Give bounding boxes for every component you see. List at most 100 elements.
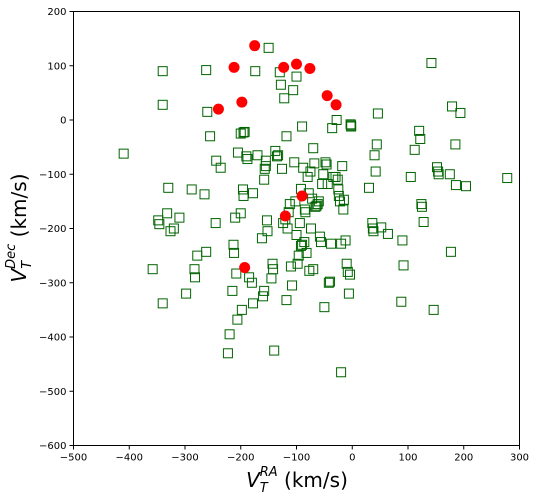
- square-marker: [316, 237, 327, 248]
- square-marker: [460, 181, 471, 192]
- y-axis-title-sup: Dec: [4, 244, 19, 269]
- square-marker: [237, 184, 248, 195]
- square-marker: [252, 150, 263, 161]
- square-marker: [168, 223, 179, 234]
- square-marker: [275, 79, 286, 90]
- square-marker: [190, 272, 201, 283]
- square-marker: [305, 166, 316, 177]
- square-marker: [189, 264, 200, 275]
- square-marker: [308, 264, 319, 275]
- square-marker: [235, 208, 246, 219]
- square-marker: [241, 151, 252, 162]
- y-tick-label: −500: [39, 387, 66, 398]
- square-marker: [267, 258, 278, 269]
- square-marker: [309, 158, 320, 169]
- circle-marker: [304, 62, 316, 74]
- square-marker: [288, 85, 299, 96]
- square-marker: [304, 265, 315, 276]
- square-marker: [338, 194, 349, 205]
- y-tick-label: −400: [39, 333, 66, 344]
- square-marker: [228, 239, 239, 250]
- square-marker: [299, 237, 310, 248]
- square-marker: [397, 235, 408, 246]
- square-marker: [202, 106, 213, 117]
- x-tick-label: 0: [349, 453, 355, 464]
- square-marker: [345, 269, 356, 280]
- square-marker: [165, 226, 176, 237]
- square-marker: [227, 285, 238, 296]
- square-marker: [416, 201, 427, 212]
- square-marker: [444, 169, 455, 180]
- square-marker: [330, 171, 341, 182]
- square-marker: [281, 131, 292, 142]
- x-axis: −500 −400 −300 −200 −100 0 100 200 300: [60, 445, 529, 464]
- square-marker: [248, 298, 259, 309]
- square-marker: [231, 268, 242, 279]
- square-marker: [332, 174, 343, 185]
- square-marker: [293, 250, 304, 261]
- circle-marker: [321, 90, 333, 102]
- y-axis-title-unit: (km/s): [7, 174, 31, 244]
- x-tick-label: 300: [510, 453, 529, 464]
- square-marker: [250, 66, 261, 77]
- square-marker: [433, 169, 444, 180]
- square-marker: [157, 298, 168, 309]
- square-marker: [450, 180, 461, 191]
- square-marker: [428, 304, 439, 315]
- x-axis-title-sub: T: [260, 481, 269, 496]
- y-tick-label: −200: [39, 224, 66, 235]
- square-marker: [235, 128, 246, 139]
- circle-marker: [291, 58, 302, 70]
- square-marker: [259, 163, 270, 174]
- square-marker: [314, 231, 325, 242]
- square-marker: [201, 246, 212, 257]
- square-marker: [295, 240, 306, 251]
- circle-marker: [239, 262, 251, 274]
- x-tick-label: 100: [398, 453, 417, 464]
- square-marker: [232, 314, 243, 325]
- x-tick-label: −400: [116, 453, 143, 464]
- square-marker: [300, 207, 311, 218]
- square-marker: [260, 161, 271, 172]
- square-marker: [157, 66, 168, 77]
- circle-marker: [236, 96, 248, 108]
- square-marker: [292, 258, 303, 269]
- square-marker: [287, 280, 298, 291]
- y-tick-label: 100: [47, 61, 66, 72]
- square-marker: [398, 260, 409, 271]
- square-marker: [334, 196, 345, 207]
- square-marker: [118, 148, 129, 159]
- y-axis-title: VTDec (km/s): [4, 174, 35, 283]
- square-marker: [346, 121, 357, 132]
- square-marker: [238, 127, 249, 138]
- square-marker: [331, 115, 342, 125]
- square-marker: [215, 162, 226, 173]
- square-marker: [268, 264, 279, 275]
- square-marker: [326, 238, 337, 249]
- square-marker: [239, 126, 250, 137]
- x-axis-title-unit: (km/s): [278, 468, 348, 492]
- square-marker: [162, 208, 173, 219]
- square-marker: [271, 151, 282, 162]
- square-marker: [279, 93, 290, 104]
- x-tick-label: −100: [283, 453, 310, 464]
- square-marker: [324, 276, 335, 287]
- square-marker: [418, 216, 429, 227]
- square-marker: [282, 223, 293, 234]
- square-marker: [201, 65, 212, 76]
- square-marker: [415, 133, 426, 144]
- y-tick-label: −600: [39, 441, 66, 452]
- square-marker: [232, 147, 243, 158]
- x-tick-label: 200: [454, 453, 473, 464]
- x-tick-label: −200: [227, 453, 254, 464]
- square-marker: [321, 159, 332, 170]
- circle-marker: [212, 103, 224, 115]
- square-marker: [319, 302, 330, 313]
- square-marker: [414, 125, 425, 136]
- markers-layer: [118, 40, 513, 378]
- square-marker: [277, 163, 288, 174]
- square-marker: [426, 58, 437, 69]
- square-marker: [153, 215, 164, 226]
- square-marker: [174, 212, 185, 223]
- x-axis-title-main: V: [246, 468, 261, 492]
